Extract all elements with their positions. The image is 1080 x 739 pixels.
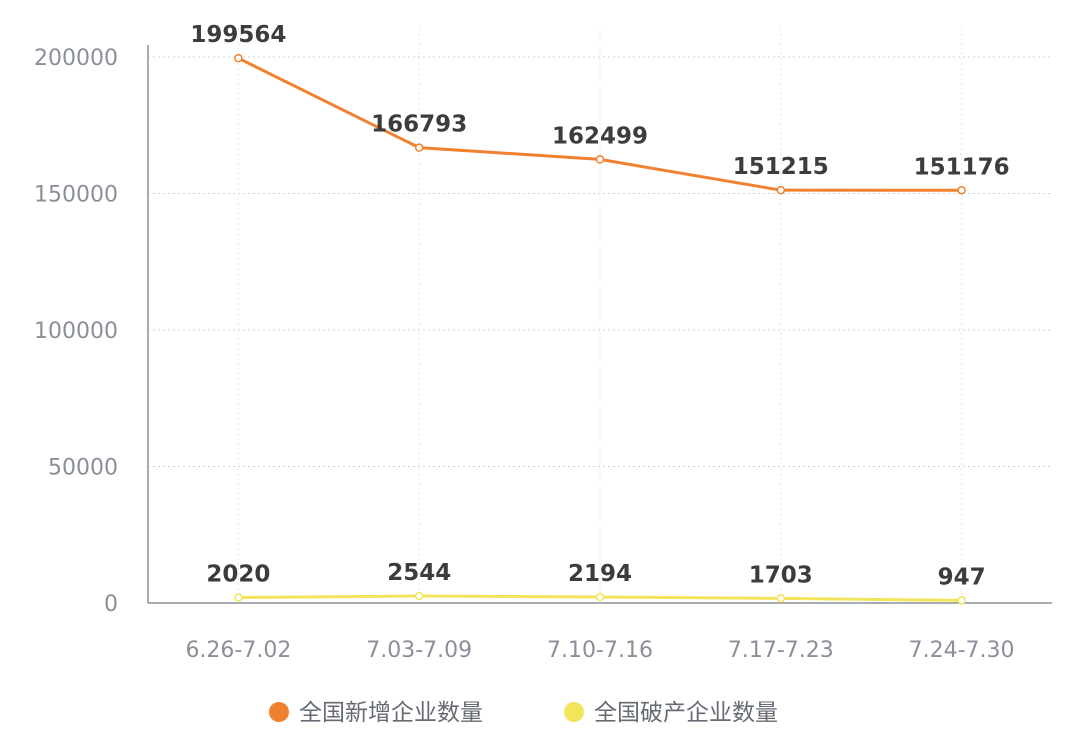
- series-layer: [234, 53, 966, 605]
- data-label: 2544: [387, 560, 451, 586]
- data-point: [776, 594, 786, 603]
- data-point: [595, 155, 605, 164]
- data-labels: 199564 166793 162499 151215 151176 2020 2544 21…: [190, 22, 1009, 590]
- data-point: [234, 53, 243, 63]
- legend: 全国新增企业数量 全国破产企业数量: [269, 700, 778, 726]
- data-point: [957, 186, 966, 195]
- x-tick-label: 7.10-7.16: [547, 638, 653, 663]
- y-tick-label: 150000: [34, 183, 118, 208]
- data-label: 1703: [749, 562, 813, 588]
- x-tick-label: 7.24-7.30: [909, 638, 1015, 663]
- data-label: 199564: [190, 22, 286, 48]
- legend-marker: [564, 702, 584, 722]
- data-label: 166793: [371, 112, 467, 138]
- legend-label: 全国破产企业数量: [594, 700, 778, 726]
- y-tick-label: 100000: [34, 319, 118, 344]
- data-label: 947: [938, 564, 986, 590]
- data-point: [414, 143, 424, 152]
- grid-lines: [148, 28, 1052, 603]
- data-point: [234, 593, 243, 602]
- data-point: [776, 185, 786, 195]
- data-label: 2194: [568, 561, 632, 587]
- y-tick-label: 0: [104, 592, 118, 617]
- x-tick-label: 7.03-7.09: [366, 638, 472, 663]
- data-point: [957, 596, 966, 605]
- data-label: 162499: [552, 123, 648, 149]
- data-point: [414, 591, 424, 601]
- y-tick-label: 50000: [48, 456, 118, 481]
- axes: 0 50000 100000 150000 200000 6.26-7.02 7.03-7.…: [34, 45, 1052, 663]
- x-tick-label: 6.26-7.02: [185, 638, 291, 663]
- data-point: [595, 592, 605, 602]
- x-tick-label: 7.17-7.23: [728, 638, 834, 663]
- data-label: 151176: [914, 154, 1010, 180]
- legend-label: 全国新增企业数量: [299, 700, 483, 726]
- legend-marker: [269, 702, 289, 722]
- y-tick-label: 200000: [34, 46, 118, 71]
- data-label: 151215: [733, 154, 829, 180]
- data-label: 2020: [206, 561, 270, 587]
